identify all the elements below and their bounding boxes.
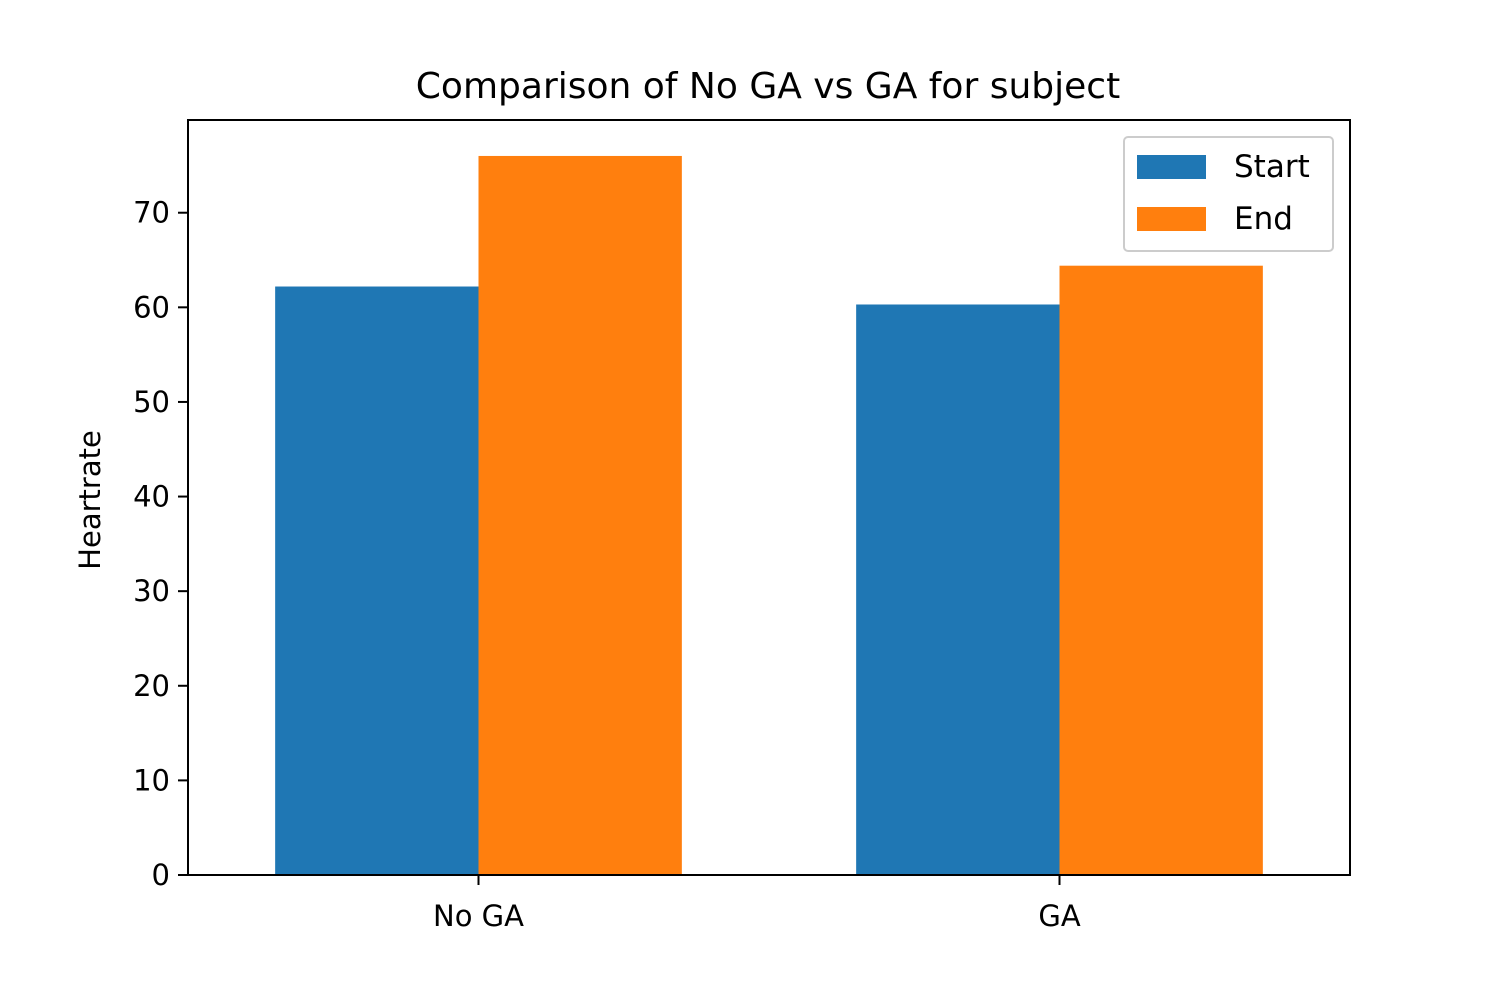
bar-start-ga (856, 304, 1060, 875)
y-tick-label: 10 (133, 763, 170, 797)
y-tick-label: 70 (133, 196, 170, 230)
bar-end-ga (1059, 265, 1263, 875)
bars-group (275, 155, 1263, 875)
legend-swatch (1137, 207, 1206, 231)
legend-swatch (1137, 155, 1206, 179)
x-tick-label: GA (1038, 899, 1080, 933)
y-tick-label: 40 (133, 480, 170, 514)
bar-end-no-ga (478, 155, 682, 875)
y-tick-label: 60 (133, 290, 170, 324)
axes-group: 0 10 20 30 40 50 60 70 No GA GA (133, 119, 1351, 933)
legend: Start End (1123, 136, 1334, 252)
y-axis-label: Heartrate (73, 430, 107, 570)
x-tick-label: No GA (433, 899, 524, 933)
y-tick-label: 20 (133, 669, 170, 703)
chart-title: Comparison of No GA vs GA for subject (416, 66, 1120, 107)
y-tick-label: 0 (152, 858, 170, 892)
y-tick-label: 30 (133, 574, 170, 608)
y-tick-label: 50 (133, 385, 170, 419)
legend-label: Start (1234, 149, 1310, 185)
bar-start-no-ga (275, 286, 479, 875)
legend-label: End (1234, 201, 1293, 237)
